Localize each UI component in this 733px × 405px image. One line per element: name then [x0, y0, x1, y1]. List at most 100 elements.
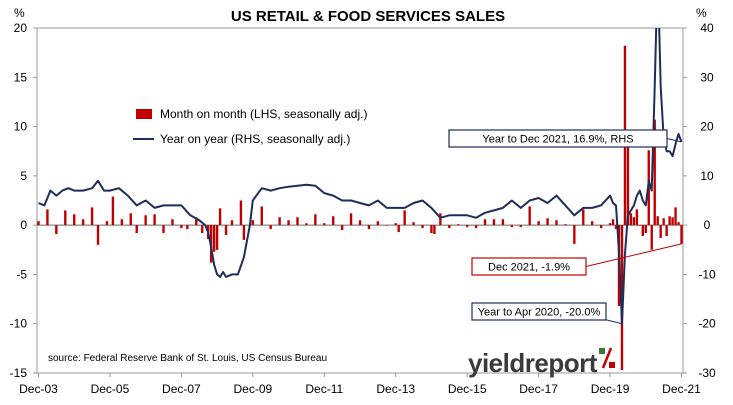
bar-mark [421, 225, 424, 229]
bar-mark [659, 225, 662, 238]
left-tick-label: 10 [14, 120, 28, 134]
bar-mark [608, 223, 612, 226]
bar-mark [564, 224, 567, 226]
left-tick-label: 15 [14, 70, 28, 84]
bar-mark [376, 221, 380, 226]
bar-mark [635, 209, 639, 226]
annotation-box [471, 257, 587, 276]
left-tick-label: 0 [20, 218, 27, 232]
plot-border [36, 27, 684, 374]
bar-mark [680, 225, 683, 244]
bar-mark [242, 225, 246, 240]
right-tick-label: 0 [704, 218, 711, 232]
annotation-leader [585, 243, 682, 267]
bar-mark [81, 219, 85, 226]
bar-mark [674, 207, 677, 226]
bar-mark [403, 210, 406, 226]
x-tick-label: Dec-09 [233, 382, 272, 396]
bar-mark [573, 225, 576, 244]
right-tick-label: 10 [700, 169, 714, 183]
bar-mark [269, 225, 272, 230]
bar-mark [201, 225, 204, 234]
logo-wordmark: yieldreport [468, 348, 598, 378]
x-tick-label: Dec-05 [91, 382, 130, 396]
bar-mark [671, 217, 674, 226]
bar-mark [397, 225, 400, 233]
bar-mark [105, 221, 109, 226]
bar-mark [641, 225, 644, 236]
right-tick-label: 30 [700, 70, 714, 84]
x-tick-label: Dec-15 [448, 382, 487, 396]
bar-mark [591, 221, 594, 226]
bar-mark [162, 225, 165, 234]
bar-mark [644, 225, 647, 234]
bar-mark [212, 225, 216, 252]
left-tick-label: 20 [14, 21, 28, 35]
left-tick-label: -5 [16, 267, 27, 281]
bar-mark [332, 216, 335, 226]
bar-mark [439, 213, 442, 226]
bar-mark [638, 225, 642, 226]
bar-mark [653, 119, 656, 226]
plot-frame [36, 27, 684, 374]
x-tick-label: Dec-17 [519, 382, 558, 396]
bar-mark [528, 206, 531, 226]
bar-mark [323, 223, 326, 226]
bar-mark [582, 209, 585, 226]
x-tick-label: Dec-19 [591, 382, 630, 396]
line-mark [38, 28, 683, 325]
x-tick-label: Dec-21 [662, 382, 701, 396]
bar-mark [120, 219, 124, 226]
bar-mark [510, 225, 514, 228]
annotations: Year to Dec 2021, 16.9%, RHS Dec 2021, -1… [448, 129, 682, 325]
bar-mark [224, 225, 228, 235]
bar-mark [171, 219, 174, 226]
bar-mark [430, 225, 433, 234]
bar-mark [230, 220, 234, 226]
left-tick-label: -10 [10, 317, 28, 331]
bar-mark [153, 214, 156, 226]
annotation-leader [666, 138, 682, 143]
bar-mark [474, 225, 478, 229]
left-tick-label: -15 [10, 366, 28, 380]
right-tick-label: 20 [700, 120, 714, 134]
bar-mark [611, 219, 615, 226]
bar-mark [465, 225, 469, 228]
logo-percent-dot-bottom [609, 362, 615, 368]
line-series [38, 28, 683, 325]
bar-mark [668, 216, 671, 226]
right-tick-label: -20 [698, 317, 716, 331]
bar-mark [457, 224, 460, 226]
bar-mark [385, 225, 388, 226]
x-tick-label: Dec-11 [305, 382, 343, 396]
bar-mark [492, 219, 496, 226]
bar-mark [195, 217, 198, 226]
bar-mark [90, 207, 94, 226]
bar-mark [144, 215, 147, 226]
chart-title: US RETAIL & FOOD SERVICES SALES [231, 8, 505, 25]
bar-mark [287, 220, 290, 226]
right-tick-label: -30 [698, 366, 716, 380]
bar-mark [665, 225, 668, 236]
bar-mark [340, 225, 344, 231]
bar-mark [656, 216, 659, 226]
x-tick-label: Dec-13 [376, 382, 415, 396]
bar-mark [629, 213, 633, 226]
bar-mark [546, 218, 549, 226]
axes: 20 15 10 5 0 -5 -10 -15 40 30 20 10 0 -10 -20 -30 Dec-03… [10, 21, 716, 396]
bar-mark [73, 214, 76, 226]
bar-mark [46, 209, 49, 226]
bar-mark [135, 225, 138, 234]
legend-swatch-bar [136, 109, 152, 119]
bar-mark [662, 218, 665, 226]
bar-mark [111, 196, 115, 226]
x-tick-label: Dec-03 [19, 382, 58, 396]
bar-mark [129, 213, 132, 226]
right-axis-unit: % [696, 6, 707, 20]
bar-mark [555, 220, 558, 226]
bar-mark [448, 225, 451, 229]
bar-mark [96, 225, 100, 245]
annotation-label: Year to Dec 2021, 16.9%, RHS [482, 134, 633, 146]
right-tick-label: 40 [700, 21, 714, 35]
bar-mark [626, 140, 630, 226]
